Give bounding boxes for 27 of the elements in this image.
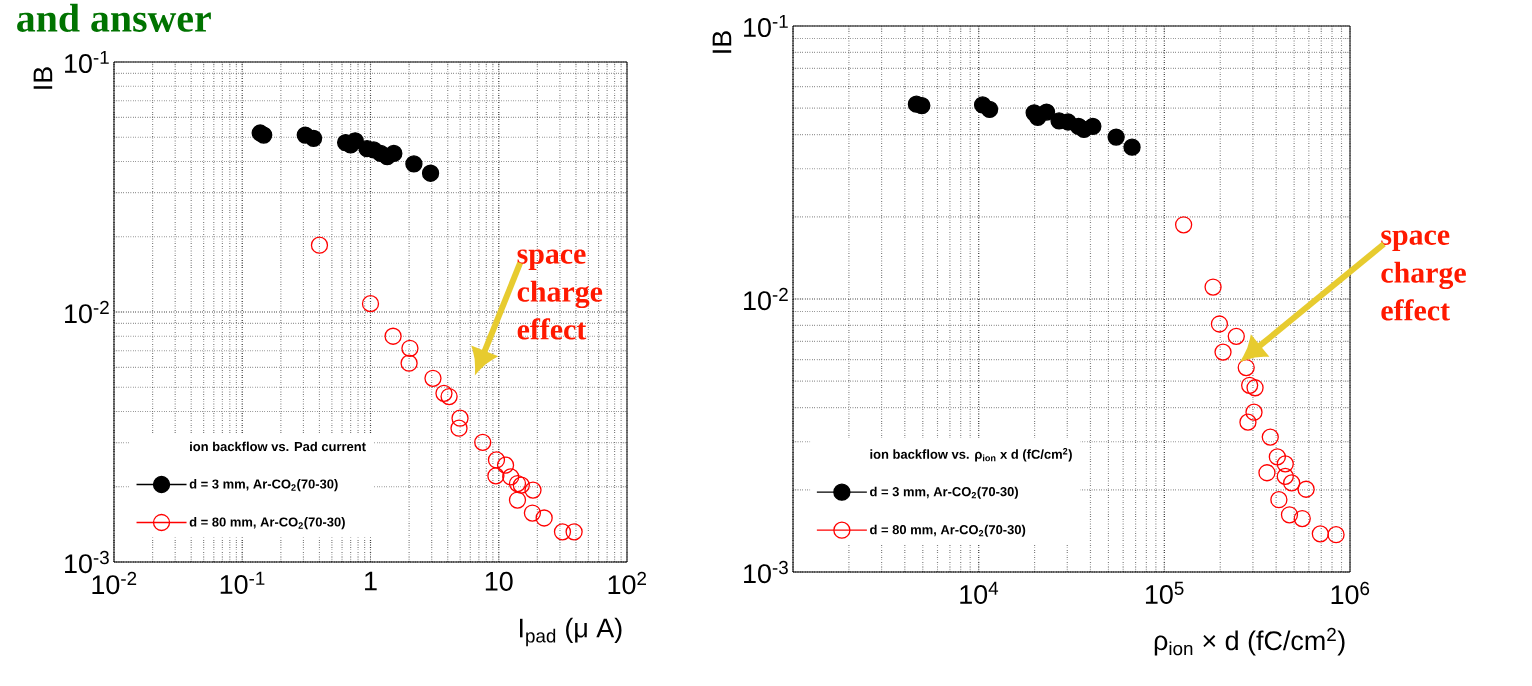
legend-title: ion backflow vs. Pad current [190,441,366,452]
x-tick-label: 10$^{-1}$ [220,571,265,595]
y-tick-label: 10$^{-3}$ [65,550,109,574]
legend-title: ion backflow vs. ρ$_{ion}$ x d (fC/cm$^{2}$) [870,448,1072,462]
x-axis-title: I$_{pad}$ (μ A) [519,617,622,647]
y-tick-label: 10$^{-2}$ [744,287,788,311]
legend-label: d = 80 mm, Ar-CO$_{2}$(70-30) [870,524,1026,537]
x-tick-label: 1 [365,571,377,591]
x-tick-label: 10$^{6}$ [1331,581,1370,605]
x-tick-label: 10 [485,571,513,591]
x-axis-title: ρ$_{ion}$ × d (fC/cm$^{2}$) [1154,627,1345,656]
y-axis-title: IB [712,31,732,53]
annotation: space charge effect [517,249,603,340]
legend-label: d = 80 mm, Ar-CO$_{2}$(70-30) [189,517,345,530]
y-tick-label: 10$^{-1}$ [65,50,109,74]
x-tick-label: 10$^{5}$ [1145,581,1184,605]
text: space charge effect [1381,230,1466,321]
y-tick-label: 10$^{-3}$ [744,560,788,584]
y-tick-label: 10$^{-2}$ [65,300,109,324]
x-tick-label: 10$^{-2}$ [92,571,137,595]
x-tick-label: 10$^{2}$ [608,571,647,595]
legend-label: d = 3 mm, Ar-CO$_{2}$(70-30) [870,486,1018,499]
y-tick-label: 10$^{-1}$ [744,14,788,38]
legend-label: d = 3 mm, Ar-CO$_{2}$(70-30) [189,479,338,492]
chart-title: and answer [17,3,211,32]
y-axis-title: IB [33,67,53,89]
x-tick-label: 10$^{4}$ [960,581,999,605]
